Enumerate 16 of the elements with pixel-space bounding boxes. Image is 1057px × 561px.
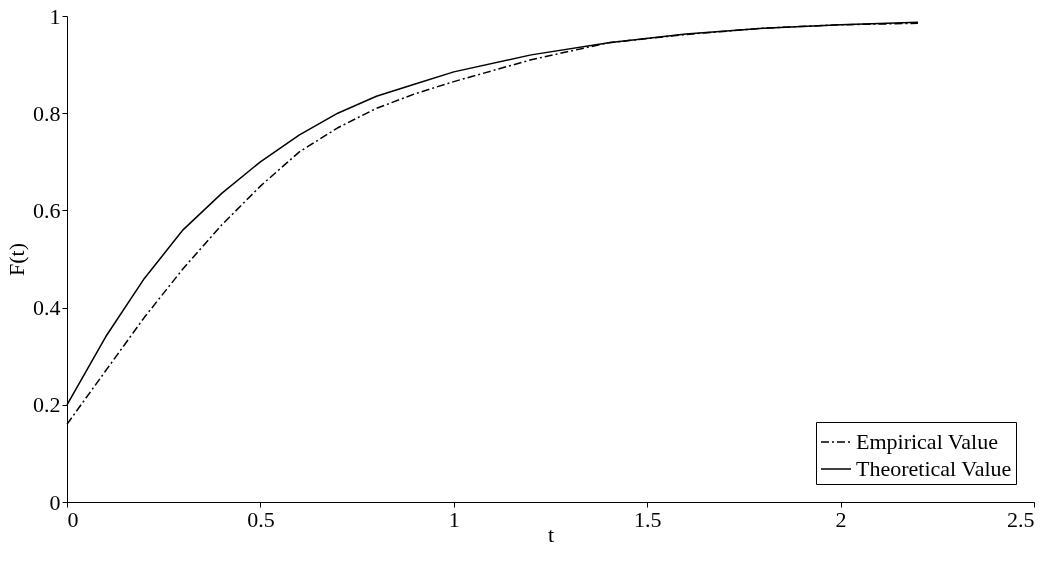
y-tick-label: 0.8 [33,100,61,126]
x-axis-title: t [547,521,555,547]
legend-label: Theoretical Value [856,456,1012,481]
y-tick-label: 0.4 [33,295,61,321]
y-axis-title: F(t) [4,243,29,276]
y-tick-label: 0.6 [33,197,61,223]
x-tick-label: 2.5 [1007,506,1035,532]
x-tick-label: 1.5 [633,506,662,532]
y-tick-label: 0.2 [33,392,61,418]
x-tick-label: 1 [448,506,460,532]
y-tick-label: 0 [49,489,61,515]
legend-label: Empirical Value [856,429,998,454]
x-tick-label: 2 [835,506,847,532]
x-tick-label: 0 [67,506,79,532]
x-tick-label: 0.5 [247,506,275,532]
y-tick-label: 1 [49,3,61,29]
